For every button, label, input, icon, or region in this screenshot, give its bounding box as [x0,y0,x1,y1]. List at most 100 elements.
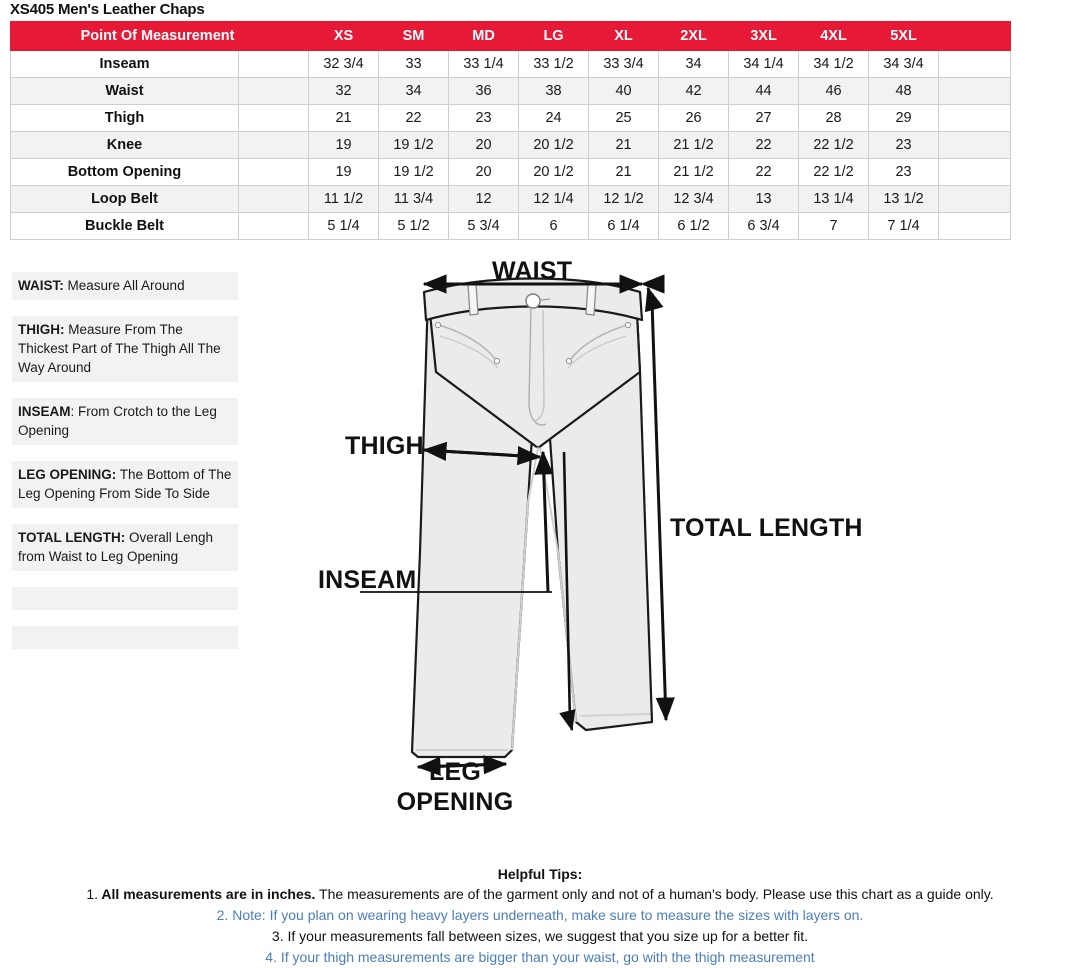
pants-measurement-diagram: WAIST THIGH INSEAM TOTAL LENGTH LEG OPEN… [300,252,940,832]
leg-opening-arrow-left [416,756,507,776]
row-tail-cell [938,50,1012,78]
table-row: Loop Belt 11 1/2 11 3/4 12 12 1/4 12 1/2 12 3/… [10,185,1012,213]
row-spacer-cell [237,185,310,213]
column-header-spacer [938,21,1012,51]
legend-description: : From Crotch to the Leg Opening [18,404,217,438]
measurement-value: 22 1/2 [798,131,870,159]
belt-loop-left [467,282,479,316]
measurement-value: 6 1/4 [588,212,660,240]
legend-term: LEG OPENING: [18,467,117,482]
measurement-point-label: Loop Belt [10,185,239,213]
tip-text: Note: If you plan on wearing heavy layer… [228,907,864,923]
measurement-value: 6 3/4 [728,212,800,240]
helpful-tips-section: Helpful Tips: 1. All measurements are in… [0,866,1080,968]
measurement-value: 44 [728,77,800,105]
measurement-value: 34 3/4 [868,50,940,78]
helpful-tip: 1. All measurements are in inches. The m… [0,884,1080,905]
measurement-point-label: Buckle Belt [10,212,239,240]
measurement-value: 20 [448,158,520,186]
legend-item: WAIST: Measure All Around [12,272,238,300]
measurement-legend: WAIST: Measure All Around THIGH: Measure … [12,272,238,665]
measurement-value: 6 1/2 [658,212,730,240]
total-length-arrow-up [644,286,664,313]
table-row: Bottom Opening 19 19 1/2 20 20 1/2 21 21 1/2 22… [10,158,1012,186]
table-row: Buckle Belt 5 1/4 5 1/2 5 3/4 6 6 1/4 6 1/2 6 3… [10,212,1012,240]
total-length-arrow-down [650,301,675,722]
measurement-point-label: Inseam [10,50,239,78]
measurement-value: 5 1/2 [378,212,450,240]
column-header-size-xl: XL [588,21,660,51]
helpful-tip: 3. If your measurements fall between siz… [0,926,1080,947]
measurement-point-label: Thigh [10,104,239,132]
tip-text: If your thigh measurements are bigger th… [276,949,815,965]
measurement-value: 48 [868,77,940,105]
measurement-value: 22 [728,158,800,186]
measurement-value: 23 [868,131,940,159]
measurement-value: 20 [448,131,520,159]
row-tail-cell [938,212,1012,240]
measurement-value: 21 [308,104,380,132]
measurement-value: 22 1/2 [798,158,870,186]
column-header-size-lg: LG [518,21,590,51]
rivet-right-bottom [565,357,573,365]
helpful-tips-heading: Helpful Tips: [497,866,583,882]
total-length-inner-line [562,451,572,723]
measurement-value: 33 1/2 [518,50,590,78]
measurement-value: 20 1/2 [518,131,590,159]
rivet-left-bottom [493,357,501,365]
column-header-size-2xl: 2XL [658,21,730,51]
legend-item: THIGH: Measure From The Thickest Part of… [12,316,238,382]
table-row: Knee 19 19 1/2 20 20 1/2 21 21 1/2 22 22 1/2 23 [10,131,1012,159]
size-chart-table: Point Of Measurement XS SM MD LG XL 2XL 3XL 4XL… [9,21,1012,240]
helpful-tip: 2. Note: If you plan on wearing heavy la… [0,905,1080,926]
row-tail-cell [938,104,1012,132]
row-spacer-cell [237,131,310,159]
measurement-value: 11 3/4 [378,185,450,213]
measurement-value: 21 1/2 [658,158,730,186]
tip-number: 4. [265,949,277,965]
row-tail-cell [938,131,1012,159]
row-spacer-cell [237,212,310,240]
measurement-point-label: Bottom Opening [10,158,239,186]
measurement-value: 7 [798,212,870,240]
pocket-left-inner [439,335,499,369]
measurement-value: 13 1/4 [798,185,870,213]
tip-text: If your measurements fall between sizes,… [283,928,809,944]
measurement-value: 12 1/4 [518,185,590,213]
legend-term: WAIST: [18,278,64,293]
table-row: Waist 32 34 36 38 40 42 44 46 48 [10,77,1012,105]
size-chart-table-container: Point Of Measurement XS SM MD LG XL 2XL 3XL 4XL… [9,21,1012,240]
measurement-point-label: Knee [10,131,239,159]
pocket-right [569,323,631,361]
tip-number: 1. [86,886,99,902]
measurement-value: 27 [728,104,800,132]
measurement-value: 25 [588,104,660,132]
legend-term: INSEAM [18,404,71,419]
measurement-value: 22 [378,104,450,132]
diagram-label-inseam: INSEAM [318,566,417,594]
fly-edge [531,309,545,422]
column-header-size-3xl: 3XL [728,21,800,51]
tip-emphasis: All measurements are in inches. [98,886,316,902]
rivet-right-top [624,321,632,329]
measurement-value: 21 1/2 [658,131,730,159]
diagram-label-waist: WAIST [492,257,573,285]
measurement-value: 5 3/4 [448,212,520,240]
measurement-value: 13 [728,185,800,213]
measurement-value: 22 [728,131,800,159]
tip-number: 2. [216,907,229,923]
column-header-size-4xl: 4XL [798,21,870,51]
column-header-size-sm: SM [378,21,450,51]
legend-description: Measure From The Thickest Part of The Th… [18,322,221,375]
pocket-left [435,323,497,361]
measurement-value: 7 1/4 [868,212,940,240]
measurement-value: 5 1/4 [308,212,380,240]
measurement-point-label: Waist [10,77,239,105]
measurement-value: 12 [448,185,520,213]
measurement-value: 19 [308,131,380,159]
measurement-value: 13 1/2 [868,185,940,213]
helpful-tips-list: 1. All measurements are in inches. The m… [0,884,1080,968]
leg-opening-line-2: OPENING [396,788,514,816]
measurement-value: 11 1/2 [308,185,380,213]
hem-right [579,713,651,717]
